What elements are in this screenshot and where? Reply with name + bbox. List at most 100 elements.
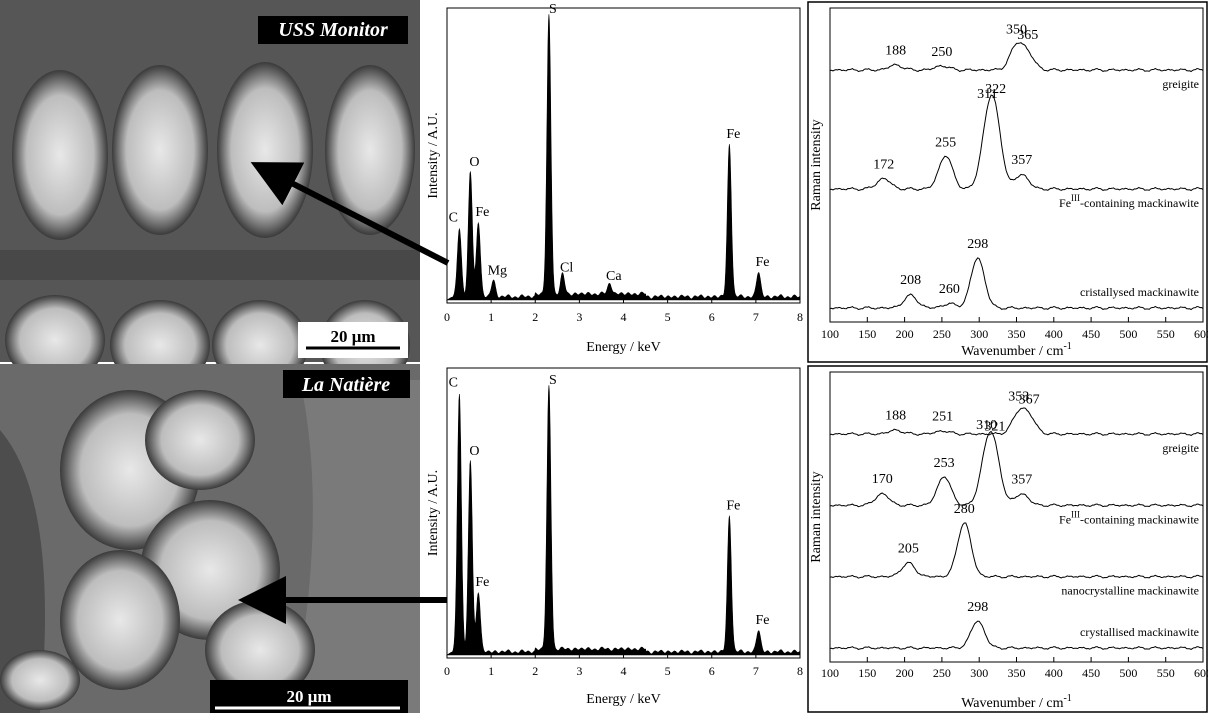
raman-trace xyxy=(829,94,1204,192)
x-tick-label: 1 xyxy=(488,310,494,324)
x-axis-label: Energy / keV xyxy=(586,692,660,707)
raman-trace xyxy=(829,430,1204,508)
x-tick-label: 7 xyxy=(753,310,759,324)
x-tick-label: 500 xyxy=(1119,666,1137,680)
sem-label: USS Monitor xyxy=(278,19,388,41)
x-tick-label: 5 xyxy=(665,310,671,324)
peak-label: 205 xyxy=(898,542,919,557)
peak-label: 311 xyxy=(977,87,997,102)
peak-label: Cl xyxy=(560,261,573,276)
trace-label: cristallysed mackinawite xyxy=(1080,285,1199,299)
trace-label: greigite xyxy=(1162,441,1199,455)
spectrum xyxy=(445,14,801,301)
x-tick-label: 8 xyxy=(797,310,803,324)
trace-label: nanocrystalline mackinawite xyxy=(1061,584,1199,598)
scale-bar-label: 20 μm xyxy=(330,327,375,346)
x-tick-label: 100 xyxy=(821,666,839,680)
peak-label: Mg xyxy=(488,263,507,278)
peak-label: C xyxy=(449,376,458,391)
peak-label: 280 xyxy=(954,502,975,517)
x-tick-label: 100 xyxy=(821,327,839,341)
trace-name: Fe xyxy=(1059,512,1071,526)
x-tick-label: 0 xyxy=(444,310,450,324)
raman-trace xyxy=(829,257,1204,311)
arrow xyxy=(250,162,450,266)
panel-border xyxy=(807,365,1208,713)
x-tick-label: 4 xyxy=(621,664,627,678)
peak-label: 365 xyxy=(1017,28,1038,43)
peak-label: O xyxy=(469,444,479,459)
peak-label: Fe xyxy=(726,127,740,142)
trace-name: nanocrystalline mackinawite xyxy=(1061,584,1199,598)
peak-label: 255 xyxy=(935,135,956,150)
peak-label: 250 xyxy=(931,45,952,60)
x-tick-label: 600 xyxy=(1194,666,1208,680)
trace-label: FeIII-containing mackinawite xyxy=(1059,193,1199,210)
trace-label: crystallised mackinawite xyxy=(1080,625,1199,639)
raman-trace xyxy=(829,522,1204,579)
x-tick-label: 0 xyxy=(444,664,450,678)
peak-label: 357 xyxy=(1011,153,1032,168)
peak-label: 260 xyxy=(939,282,960,297)
x-tick-label: 5 xyxy=(665,664,671,678)
peak-label: 298 xyxy=(967,237,988,252)
x-tick-label: 3 xyxy=(576,310,582,324)
peak-label: 170 xyxy=(872,472,893,487)
spectrum xyxy=(445,385,801,656)
peak-label: S xyxy=(549,373,557,388)
panel-border xyxy=(807,1,1208,363)
raman-trace xyxy=(829,620,1204,650)
peak-label: 353 xyxy=(1008,389,1029,404)
trace-name: greigite xyxy=(1162,441,1199,455)
peak-label: 208 xyxy=(900,273,921,288)
y-axis-label: Intensity / A.U. xyxy=(426,112,441,198)
peak-label: 298 xyxy=(967,600,988,615)
trace-name: crystallised mackinawite xyxy=(1080,625,1199,639)
peak-label: Fe xyxy=(756,613,770,628)
x-tick-label: 8 xyxy=(797,664,803,678)
x-axis-label-text: Energy / keV xyxy=(586,340,660,355)
peak-label: 251 xyxy=(932,409,953,424)
x-tick-label: 350 xyxy=(1008,327,1026,341)
peak-label: 188 xyxy=(885,409,906,424)
x-tick-label: 7 xyxy=(753,664,759,678)
plot-frame xyxy=(446,367,801,659)
peak-label: 321 xyxy=(984,420,1005,435)
x-axis-label-sup: -1 xyxy=(1063,693,1071,704)
x-tick-label: 200 xyxy=(896,666,914,680)
peak-label: 322 xyxy=(985,82,1006,97)
x-tick-label: 300 xyxy=(970,666,988,680)
sem-image-top xyxy=(0,0,420,390)
peak-label: Fe xyxy=(756,255,770,270)
x-tick-label: 400 xyxy=(1045,666,1063,680)
x-tick-label: 2 xyxy=(532,310,538,324)
x-axis-label: Energy / keV xyxy=(586,340,660,355)
x-axis-label-text: Energy / keV xyxy=(586,692,660,707)
x-tick-label: 150 xyxy=(858,666,876,680)
x-tick-label: 6 xyxy=(709,310,715,324)
trace-name-sup: III xyxy=(1071,509,1080,519)
x-axis-label: Wavenumber / cm-1 xyxy=(961,341,1072,359)
peak-label: Fe xyxy=(475,205,489,220)
trace-name: Fe xyxy=(1059,196,1071,210)
peak-label: 310 xyxy=(976,418,997,433)
scale-bar-label: 20 μm xyxy=(286,687,331,706)
x-tick-label: 4 xyxy=(621,310,627,324)
x-tick-label: 6 xyxy=(709,664,715,678)
peak-label: 350 xyxy=(1006,22,1027,37)
trace-name-rest: -containing mackinawite xyxy=(1080,196,1199,210)
x-tick-label: 250 xyxy=(933,327,951,341)
x-tick-label: 550 xyxy=(1157,666,1175,680)
x-axis-label-text: Wavenumber / cm xyxy=(961,344,1063,359)
sem-label: La Natière xyxy=(301,374,390,396)
raman-trace xyxy=(829,407,1204,436)
x-tick-label: 550 xyxy=(1157,327,1175,341)
peak-label: Fe xyxy=(726,499,740,514)
x-axis-label-text: Wavenumber / cm xyxy=(961,696,1063,711)
sem-image-bottom xyxy=(0,364,420,713)
x-tick-label: 350 xyxy=(1008,666,1026,680)
x-tick-label: 500 xyxy=(1119,327,1137,341)
peak-label: Fe xyxy=(475,575,489,590)
x-tick-label: 450 xyxy=(1082,666,1100,680)
